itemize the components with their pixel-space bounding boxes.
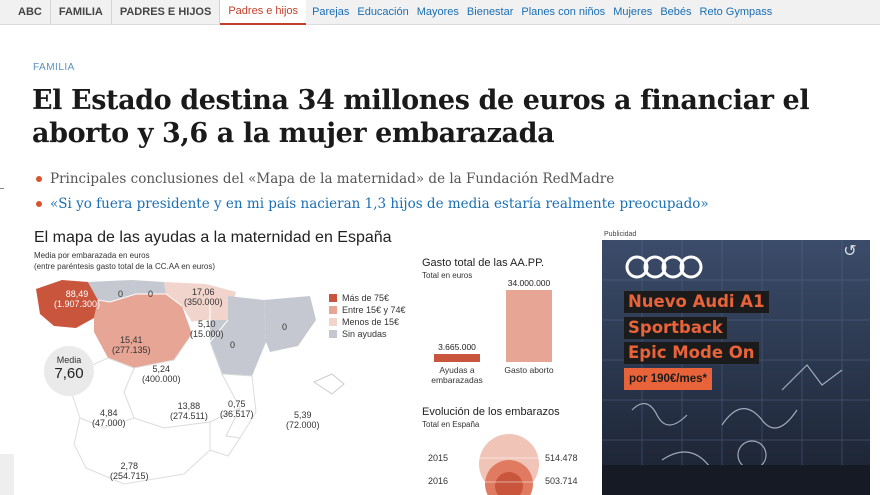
media-value: 7,60 [54,365,84,382]
gasto-bar-value: 3.665.000 [438,342,476,352]
gasto-bar [506,290,552,362]
nav-link-planes-con-ninos[interactable]: Planes con niños [521,6,606,18]
summary-item: Principales conclusiones del «Mapa de la… [36,166,736,191]
gasto-bar [434,354,480,362]
region-asturias [88,280,136,302]
legend-swatch [329,306,337,314]
map-label-valencia: 0,75 (36.517) [220,399,254,419]
ad-label: Publicidad [604,231,637,238]
evolucion-year: 2016 [428,476,449,486]
summary-link-text[interactable]: «Si yo fuera presidente y en mi país nac… [50,195,709,212]
infographic-subtitle: Media por embarazada en euros [34,251,150,260]
map-label-madrid: 5,24 (400.000) [142,364,181,384]
map-label-aragon: 0 [230,340,236,350]
legend-swatch [329,294,337,302]
region-andalucia [73,417,211,485]
map-label-castilla-leon: 15,41 (277.135) [112,335,151,355]
region-pais-vasco [164,282,210,306]
section-tag[interactable]: FAMILIA [33,62,75,73]
evolucion-circles [454,434,564,495]
nav-crumb-abc[interactable]: ABC [0,0,51,25]
spain-map [36,280,345,485]
evolucion-circle-2016 [495,472,523,495]
ad-headline-line: Sportback [624,317,727,339]
legend-item: Menos de 15€ [329,316,406,328]
audi-advertisement[interactable]: ↺ Nuevo Audi A1 Sportback Epic Mode On p… [602,240,870,495]
map-label-galicia: 88,49 (1.907.300) [54,289,101,309]
nav-crumb-padres-e-hijos[interactable]: PADRES E HIJOS [112,0,221,25]
top-navigation: ABC FAMILIA PADRES E HIJOS Padres e hijo… [0,0,880,25]
infographic-title: El mapa de las ayudas a la maternidad en… [34,229,392,246]
gasto-title: Gasto total de las AA.PP. [422,257,545,269]
region-castilla-leon [94,294,192,368]
map-label-baleares: 5,39 (72.000) [286,410,320,430]
region-cantabria [132,280,166,294]
region-galicia [36,280,98,328]
map-label-cataluna: 0 [282,322,288,332]
map-label-asturias: 0 [118,289,124,299]
region-la-rioja [182,300,210,322]
nav-link-bebes[interactable]: Bebés [660,6,692,18]
region-baleares [312,373,345,395]
audi-rings-icon [625,255,703,279]
legend-swatch [329,318,337,326]
bullet-dot-icon [36,200,42,207]
left-edge-panel [0,454,14,495]
evolucion-subtitle: Total en España [422,420,480,429]
media-circle: Media 7,60 [44,346,94,396]
ad-headline-line: Nuevo Audi A1 [624,291,769,313]
gasto-subtitle: Total en euros [422,271,473,280]
map-label-cantabria: 0 [148,289,154,299]
infographic-subtitle-note: (entre paréntesis gasto total de la CC.A… [34,262,215,271]
gasto-bar-label: Gasto aborto [504,365,554,375]
region-borders [97,293,229,343]
nav-link-mujeres[interactable]: Mujeres [613,6,653,18]
evolucion-value: 503.714 [545,476,578,486]
map-label-pais-vasco: 17,06 (350.000) [184,287,223,307]
nav-link-bienestar[interactable]: Bienestar [466,6,514,18]
article-summary-list: Principales conclusiones del «Mapa de la… [36,166,736,216]
region-aragon [210,296,266,376]
nav-link-mayores[interactable]: Mayores [416,6,459,18]
region-cataluna [264,296,316,352]
map-label-castilla-la-mancha: 13,88 (274.511) [170,401,208,421]
summary-text: Principales conclusiones del «Mapa de la… [50,170,615,187]
map-legend: Más de 75€ Entre 15€ y 74€ Menos de 15€ … [329,292,406,340]
map-label-andalucia: 2,78 (254.715) [110,461,149,481]
ad-headline-line: Epic Mode On [624,342,759,364]
summary-item-link[interactable]: «Si yo fuera presidente y en mi país nac… [36,191,736,216]
ad-price-tag: por 190€/mes* [624,368,712,390]
media-label: Media [56,355,82,365]
nav-link-padres-e-hijos[interactable]: Padres e hijos [220,0,307,25]
legend-swatch [329,330,337,338]
legend-item: Sin ayudas [329,328,406,340]
legend-item: Entre 15€ y 74€ [329,304,406,316]
evolucion-value: 514.478 [545,453,578,463]
nav-link-reto-gympass[interactable]: Reto Gympass [699,6,773,18]
map-label-navarra: 5,10 (15.000) [190,319,224,339]
gasto-bar-label: Ayudas a embarazadas [431,365,483,385]
map-label-extremadura: 4,84 (47.000) [92,408,126,428]
article-headline: El Estado destina 34 millones de euros a… [32,85,810,149]
nav-crumb-familia[interactable]: FAMILIA [51,0,112,25]
nav-link-parejas[interactable]: Parejas [312,6,350,18]
bullet-dot-icon [36,175,42,182]
evolucion-year: 2015 [428,453,449,463]
gasto-bar-value: 34.000.000 [507,278,551,288]
left-edge-divider [0,188,4,218]
legend-item: Más de 75€ [329,292,406,304]
ad-background-image [602,240,870,495]
evolucion-title: Evolución de los embarazos [422,406,560,418]
replay-icon[interactable]: ↺ [843,243,857,260]
infographic-image: El mapa de las ayudas a la maternidad en… [14,222,594,495]
nav-link-educacion[interactable]: Educación [357,6,409,18]
